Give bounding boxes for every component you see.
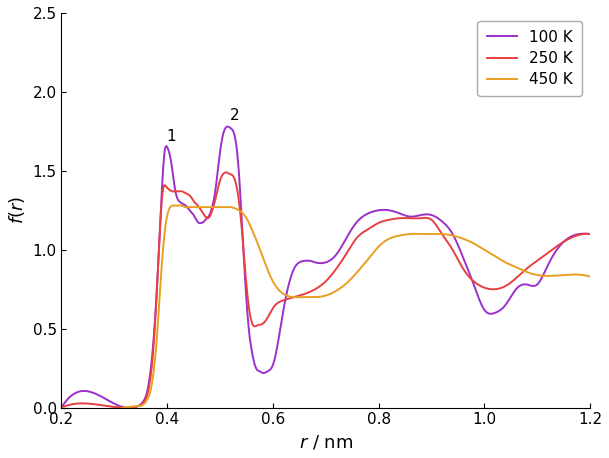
100 K (112, 402, 119, 407)
100 K (292, 264, 299, 269)
Legend: 100 K, 250 K, 450 K: 100 K, 250 K, 450 K (477, 21, 582, 96)
250 K (421, 215, 429, 221)
250 K (112, 404, 119, 410)
450 K (112, 407, 119, 412)
450 K (422, 231, 429, 237)
450 K (83, 411, 90, 416)
100 K (224, 124, 231, 129)
250 K (471, 279, 478, 284)
450 K (586, 274, 594, 279)
100 K (422, 212, 429, 217)
450 K (292, 294, 299, 300)
250 K (586, 231, 594, 237)
Line: 450 K: 450 K (62, 205, 590, 414)
250 K (480, 285, 487, 290)
100 K (471, 284, 478, 290)
100 K (586, 231, 594, 237)
250 K (222, 169, 230, 175)
450 K (177, 202, 184, 208)
Line: 100 K: 100 K (62, 126, 590, 408)
250 K (291, 294, 298, 300)
450 K (471, 241, 478, 247)
100 K (58, 405, 65, 410)
Line: 250 K: 250 K (62, 172, 590, 408)
100 K (273, 349, 280, 354)
250 K (272, 302, 280, 307)
100 K (481, 307, 488, 312)
250 K (58, 405, 65, 410)
450 K (481, 247, 488, 252)
450 K (273, 284, 280, 289)
Text: 1: 1 (167, 129, 176, 144)
Text: 2: 2 (230, 109, 240, 124)
100 K (126, 405, 133, 411)
Y-axis label: $f(r)$: $f(r)$ (7, 196, 27, 224)
450 K (58, 405, 65, 410)
X-axis label: $r$ / nm: $r$ / nm (298, 433, 353, 451)
